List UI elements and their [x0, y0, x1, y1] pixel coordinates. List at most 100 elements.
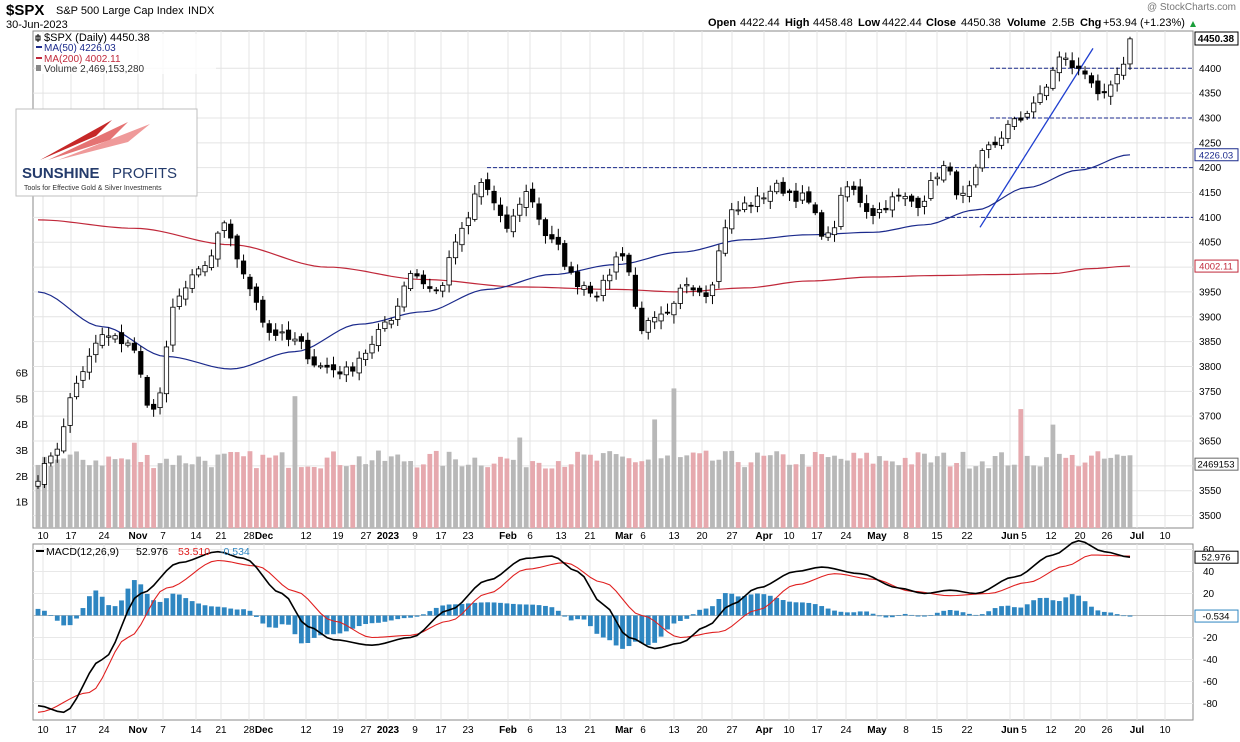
macd-hist-bar — [465, 603, 471, 616]
symbol-exchange: INDX — [188, 5, 215, 17]
x-tick-label: 24 — [98, 531, 110, 542]
macd-tick-label: -80 — [1203, 699, 1218, 710]
candle-body — [934, 176, 940, 180]
x-tick-label: 17 — [435, 531, 447, 542]
macd-hist-bar — [902, 613, 908, 616]
volume-bar — [54, 459, 60, 528]
y-tick-label: 3950 — [1199, 287, 1222, 298]
candle-body — [73, 382, 80, 398]
macd-hist-bar — [555, 610, 561, 616]
volume-bar — [832, 455, 837, 528]
volume-bar — [562, 466, 568, 528]
candle-body — [247, 276, 253, 290]
candle-body — [941, 165, 947, 181]
candle-body — [517, 203, 523, 216]
macd-hist-bar — [1024, 604, 1030, 616]
volume-bar — [883, 460, 889, 528]
x-tick-label: 15 — [931, 531, 943, 542]
x-tick-label-macd: 15 — [931, 725, 943, 736]
candle-body — [112, 335, 118, 340]
macd-hist-bar — [202, 605, 208, 616]
x-tick-label-macd: Nov — [129, 725, 148, 736]
volume-bar — [350, 464, 356, 528]
candle-body — [170, 306, 176, 346]
candle-body — [183, 287, 189, 300]
macd-hist-bar — [812, 604, 818, 616]
y-tick-label: 3700 — [1199, 412, 1222, 423]
volume-bar — [176, 455, 182, 528]
x-tick-label-macd: 26 — [1101, 725, 1113, 736]
candle-body — [819, 212, 825, 237]
macd-hist-bar — [472, 602, 478, 616]
volume-bar — [1050, 424, 1056, 528]
macd-hist-bar — [331, 615, 336, 635]
x-tick-label: 28 — [243, 531, 255, 542]
macd-hist-bar — [157, 601, 163, 616]
macd-hist-bar — [909, 614, 914, 616]
macd-hist-bar — [742, 596, 747, 616]
macd-hist-bar — [536, 605, 542, 616]
candle-body — [748, 204, 754, 207]
volume-bar — [658, 458, 664, 528]
volume-bar — [215, 454, 221, 528]
macd-hist-bar — [260, 615, 266, 624]
macd-hist-bar — [119, 600, 124, 616]
candle-body — [587, 285, 594, 294]
candle-body — [998, 137, 1005, 146]
x-tick-label-macd: Apr — [755, 725, 772, 736]
volume-bar — [170, 464, 176, 528]
candle-body — [1063, 57, 1069, 60]
x-tick-label-macd: 13 — [668, 725, 680, 736]
sunshine-profits-logo: SUNSHINE PROFITS Tools for Effective Gol… — [15, 108, 198, 197]
x-tick-label-macd: 22 — [961, 725, 973, 736]
macd-hist-bar — [93, 590, 99, 616]
x-tick-label: 6 — [640, 531, 646, 542]
macd-hist-bar — [408, 615, 413, 618]
candle-body — [883, 207, 889, 211]
candle-body — [401, 285, 407, 308]
volume-bar — [1069, 454, 1075, 528]
volume-bar — [1082, 462, 1088, 528]
candle-body — [420, 274, 427, 285]
quote-chg: +53.94 (+1.23%) — [1103, 17, 1185, 29]
x-tick-label: 22 — [961, 531, 973, 542]
candle-body — [1095, 80, 1101, 95]
volume-tick-label: 6B — [16, 368, 29, 379]
macd-hist-bar — [748, 594, 754, 616]
macd-hist-bar — [1063, 597, 1069, 616]
candle-body — [54, 448, 60, 456]
candle-body — [568, 266, 574, 273]
candle-body — [1108, 84, 1114, 97]
macd-hist-bar — [54, 615, 60, 621]
volume-bar — [209, 467, 214, 528]
macd-hist-bar — [999, 606, 1004, 616]
trend-line — [979, 48, 1094, 228]
candle-body — [433, 289, 439, 292]
macd-hist-bar — [800, 602, 805, 616]
macd-hist-bar — [979, 614, 985, 616]
logo-line2: PROFITS — [112, 165, 177, 182]
candle-body — [86, 355, 92, 373]
macd-hist-bar — [61, 615, 67, 626]
quote-chg-label: Chg — [1080, 17, 1101, 29]
candle-body — [626, 254, 632, 273]
macd-hist-bar — [266, 615, 272, 628]
candle-body — [902, 196, 908, 200]
macd-hist-bar — [324, 615, 330, 635]
macd-hist-bar — [954, 610, 959, 616]
volume-bar — [613, 454, 619, 528]
macd-hist-bar — [170, 593, 176, 616]
x-tick-label-macd: 27 — [726, 725, 738, 736]
x-tick-label: 13 — [555, 531, 567, 542]
candle-body — [350, 366, 356, 372]
candle-body — [427, 286, 433, 289]
volume-bar — [934, 456, 940, 528]
macd-hist-bar — [343, 615, 349, 632]
candle-body — [1050, 69, 1056, 89]
volume-bar — [588, 454, 593, 528]
macd-hist-bar — [106, 605, 112, 616]
y-tick-label: 4050 — [1199, 238, 1222, 249]
x-tick-label-macd: 2023 — [377, 725, 400, 736]
x-tick-label: 14 — [190, 531, 202, 542]
volume-bar — [324, 457, 330, 528]
